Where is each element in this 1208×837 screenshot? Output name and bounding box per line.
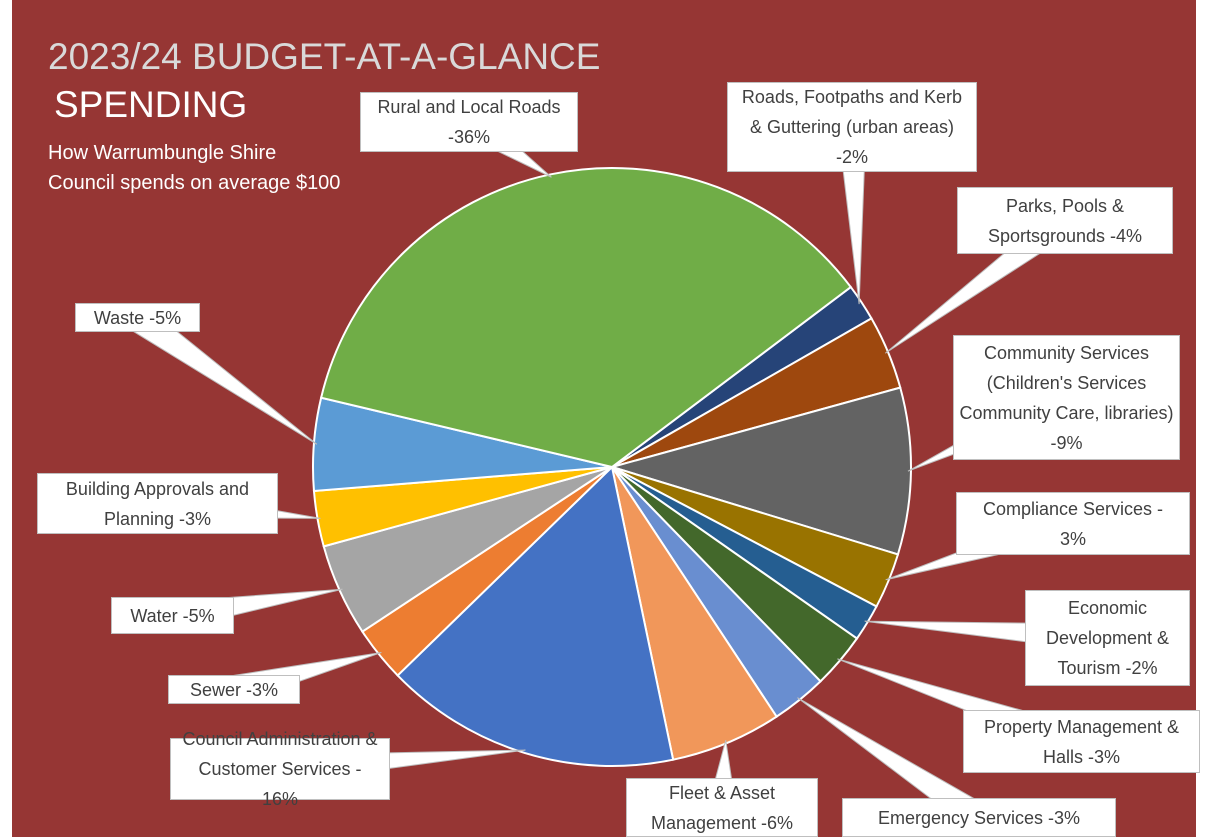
slice-label: Roads, Footpaths and Kerb & Guttering (u… <box>727 82 977 172</box>
slice-label: Council Administration & Customer Servic… <box>170 729 390 809</box>
pie-slice <box>319 167 853 469</box>
slice-label: Fleet & Asset Management -6% <box>626 778 818 837</box>
chart-title: 2023/24 BUDGET-AT-A-GLANCE <box>48 36 601 77</box>
slice-label: Waste -5% <box>75 303 200 332</box>
slice-label: Sewer -3% <box>168 675 300 704</box>
slice-label: Emergency Services -3% <box>842 798 1116 837</box>
chart-subtitle: SPENDING <box>54 84 248 125</box>
slice-label: Compliance Services - 3% <box>956 492 1190 555</box>
slice-label: Water -5% <box>111 597 234 634</box>
slice-label: Rural and Local Roads -36% <box>360 92 578 152</box>
annotation: How Warrumbungle Shire Council spends on… <box>48 142 341 194</box>
slice-label: Building Approvals and Planning -3% <box>37 473 278 534</box>
pie-slice <box>608 386 912 556</box>
pie-slice <box>396 465 675 767</box>
slice-label: Parks, Pools & Sportsgrounds -4% <box>957 187 1173 254</box>
slice-label: Property Management & Halls -3% <box>963 710 1200 773</box>
slice-label: Economic Development & Tourism -2% <box>1025 590 1190 686</box>
slice-label: Community Services (Children's Services … <box>953 335 1180 460</box>
